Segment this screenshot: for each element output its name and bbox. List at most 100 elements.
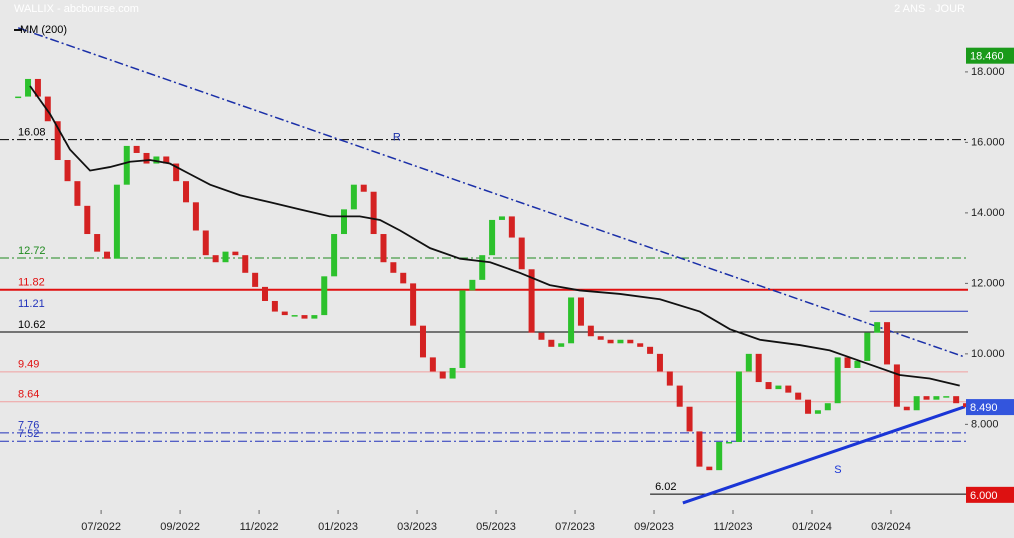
candle <box>735 371 742 442</box>
candle <box>153 156 160 164</box>
candle <box>202 230 209 256</box>
candle <box>212 255 219 263</box>
candle <box>696 431 703 467</box>
candle <box>785 385 792 393</box>
y-tick-label: 12.000 <box>971 277 1005 289</box>
x-tick-label: 03/2023 <box>397 521 437 533</box>
candle <box>143 152 150 164</box>
candle <box>726 441 733 444</box>
candle <box>805 399 812 414</box>
candle <box>449 367 456 379</box>
candle <box>173 163 180 182</box>
y-tick-label: 8.000 <box>971 418 999 430</box>
candle <box>568 297 575 344</box>
candle <box>291 315 298 317</box>
y-tick-label: 14.000 <box>971 207 1005 219</box>
candle <box>400 272 407 284</box>
price-badge <box>966 47 1014 64</box>
candle <box>340 209 347 235</box>
level-label: 9.49 <box>18 359 39 371</box>
candle <box>548 339 555 347</box>
price-badge <box>966 486 1014 503</box>
candle <box>104 251 111 259</box>
candle <box>350 184 357 210</box>
candle <box>479 255 486 280</box>
candle <box>686 406 693 432</box>
candle <box>864 332 871 361</box>
trendline-label: S <box>834 464 841 476</box>
candle <box>429 357 436 372</box>
trendline <box>682 405 966 505</box>
candle <box>923 396 930 400</box>
candle <box>765 382 772 390</box>
candle <box>321 276 328 316</box>
candle <box>133 145 140 153</box>
y-tick-label: 10.000 <box>971 348 1005 360</box>
candle <box>795 392 802 400</box>
candle <box>44 96 51 122</box>
candle <box>331 234 338 277</box>
x-tick-label: 07/2023 <box>555 521 595 533</box>
candle <box>913 396 920 411</box>
level-label: 7.52 <box>18 428 39 440</box>
candle <box>94 234 101 252</box>
candle <box>716 441 723 471</box>
candle <box>775 385 782 390</box>
candle <box>824 403 831 411</box>
candle <box>232 251 239 256</box>
candle <box>54 121 61 161</box>
candle <box>311 315 318 319</box>
candle <box>123 145 130 185</box>
candle <box>745 353 752 372</box>
x-tick-label: 01/2023 <box>318 521 358 533</box>
candle <box>498 216 505 220</box>
candle <box>893 364 900 407</box>
candle <box>222 251 229 263</box>
price-badge-label: 6.000 <box>970 490 998 502</box>
candle <box>301 315 308 319</box>
candle <box>252 272 259 287</box>
candle <box>903 406 910 411</box>
candle <box>627 339 634 344</box>
candle <box>192 202 199 231</box>
candle <box>706 466 713 471</box>
candle <box>518 237 525 270</box>
price-badge-label: 18.460 <box>970 51 1004 63</box>
candle <box>410 283 417 326</box>
candle <box>419 325 426 358</box>
candle <box>271 300 278 312</box>
candle <box>676 385 683 407</box>
candle <box>113 184 120 259</box>
level-label: 11.21 <box>18 298 45 310</box>
y-tick-label: 16.000 <box>971 136 1005 148</box>
candle <box>637 343 644 347</box>
level-label: 10.62 <box>18 319 46 331</box>
candle <box>647 346 654 354</box>
candle <box>242 255 249 273</box>
candle <box>508 216 515 238</box>
candle <box>587 325 594 337</box>
candle <box>834 357 841 404</box>
trendline-label: R <box>393 131 401 143</box>
candle <box>262 286 269 301</box>
candle <box>755 353 762 383</box>
candle <box>528 269 535 333</box>
candle <box>489 219 496 256</box>
candle <box>439 371 446 379</box>
candle <box>380 234 387 263</box>
price-badge <box>966 399 1014 416</box>
x-tick-label: 11/2023 <box>714 521 753 533</box>
candle <box>854 360 861 368</box>
level-label: 12.72 <box>18 245 46 257</box>
candle <box>656 353 663 372</box>
price-badge-label: 8.490 <box>970 402 998 414</box>
candle <box>943 396 950 398</box>
candle <box>874 322 881 333</box>
x-tick-label: 11/2022 <box>240 521 279 533</box>
candle <box>281 311 288 316</box>
x-tick-label: 05/2023 <box>476 521 516 533</box>
level-label: 8.64 <box>18 389 39 401</box>
x-tick-label: 09/2023 <box>634 521 674 533</box>
chart-title: WALLIX - abcbourse.com <box>14 3 139 15</box>
